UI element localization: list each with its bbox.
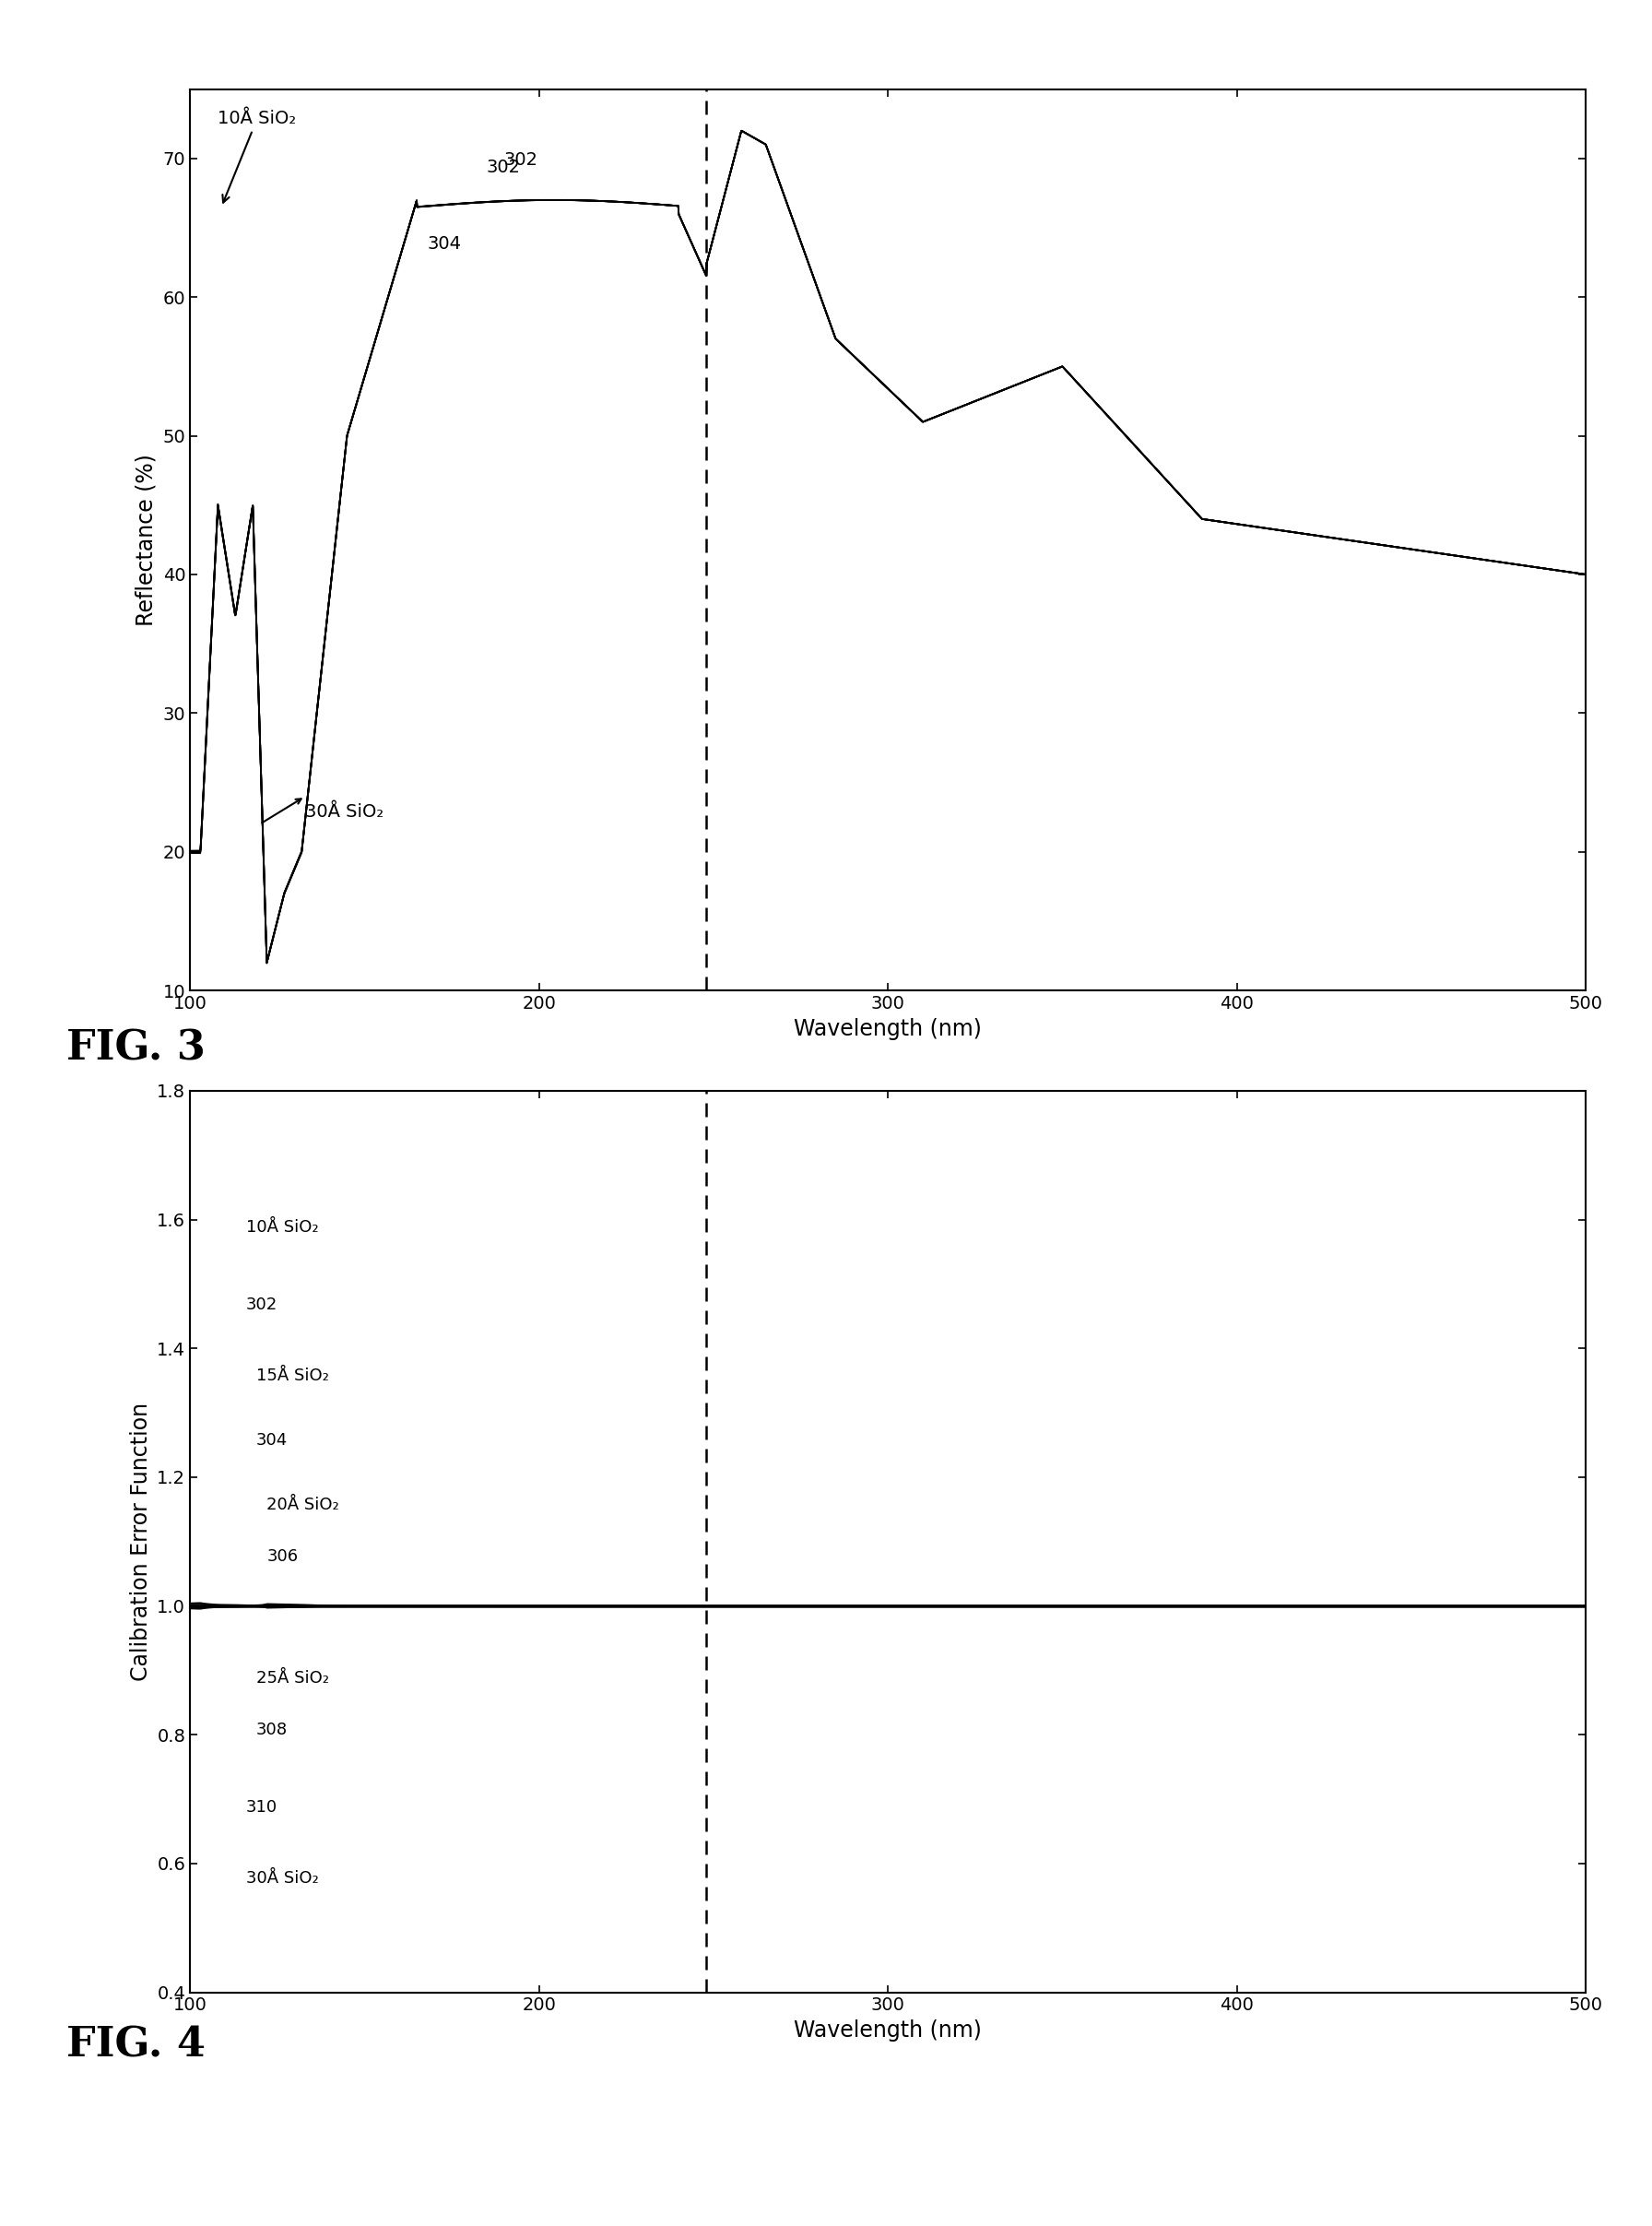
Text: FIG. 3: FIG. 3: [66, 1028, 205, 1068]
Text: 10Å SiO₂: 10Å SiO₂: [246, 1220, 319, 1235]
Text: 302: 302: [487, 158, 520, 176]
Text: 30Å SiO₂: 30Å SiO₂: [306, 804, 383, 821]
Text: 10Å SiO₂: 10Å SiO₂: [218, 109, 296, 203]
Text: 30Å SiO₂: 30Å SiO₂: [246, 1870, 319, 1885]
Text: 15Å SiO₂: 15Å SiO₂: [256, 1367, 329, 1385]
Text: FIG. 4: FIG. 4: [66, 2026, 205, 2066]
Text: 302: 302: [504, 151, 539, 196]
X-axis label: Wavelength (nm): Wavelength (nm): [795, 1017, 981, 1040]
Text: 306: 306: [266, 1547, 299, 1565]
Text: 25Å SiO₂: 25Å SiO₂: [256, 1670, 329, 1687]
Y-axis label: Reflectance (%): Reflectance (%): [135, 454, 157, 626]
Text: 310: 310: [246, 1799, 278, 1816]
Y-axis label: Calibration Error Function: Calibration Error Function: [129, 1402, 152, 1681]
Text: 308: 308: [256, 1721, 287, 1739]
Text: 302: 302: [246, 1298, 278, 1313]
Text: 304: 304: [428, 234, 461, 252]
Text: 304: 304: [256, 1431, 287, 1449]
X-axis label: Wavelength (nm): Wavelength (nm): [795, 2019, 981, 2041]
Text: 20Å SiO₂: 20Å SiO₂: [266, 1496, 339, 1514]
